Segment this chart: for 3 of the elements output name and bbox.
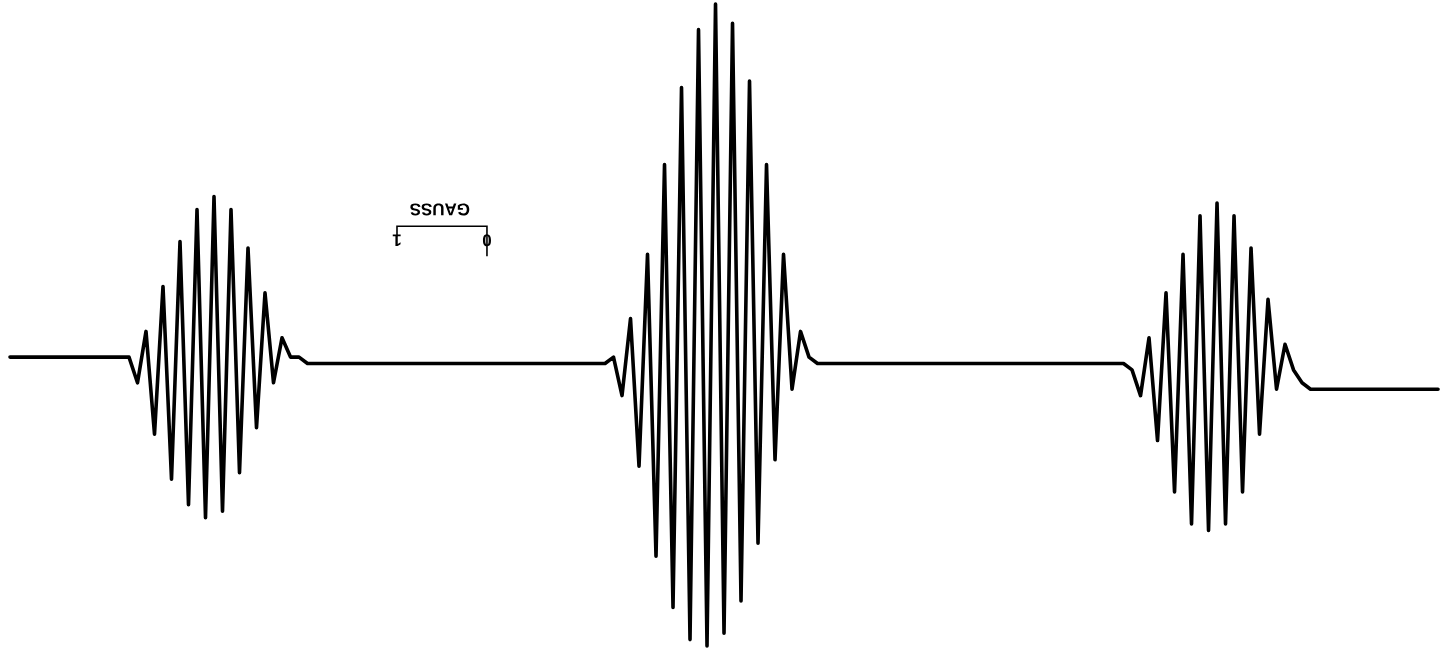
annotation: 0: [482, 234, 491, 247]
annotation: 1: [392, 234, 401, 247]
annotation: GAUSS: [410, 203, 470, 216]
